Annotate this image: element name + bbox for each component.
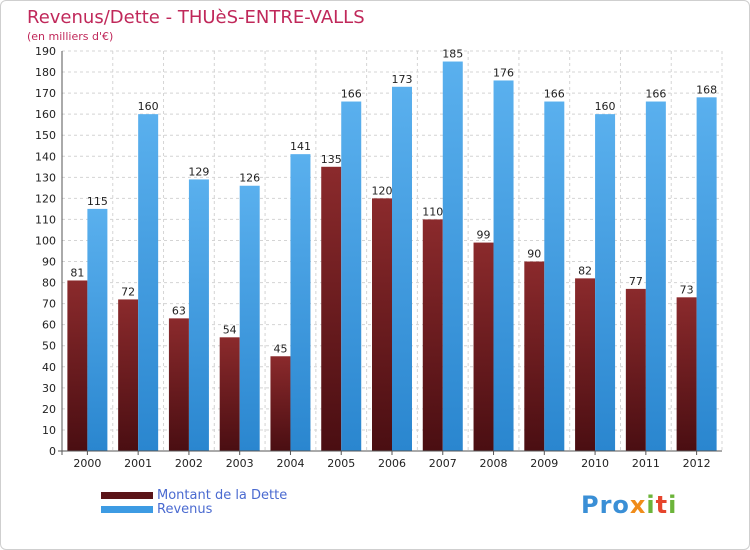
- chart-subtitle: (en milliers d'€): [27, 30, 114, 43]
- data-label-revenus-2011: 166: [645, 88, 666, 101]
- data-label-revenus-2004: 141: [290, 140, 311, 153]
- x-tick-label-2009: 2009: [530, 457, 558, 470]
- y-tick-label-70: 70: [42, 298, 56, 311]
- legend-label-revenus: Revenus: [157, 501, 213, 517]
- y-tick-label-40: 40: [42, 361, 56, 374]
- y-tick-label-110: 110: [35, 213, 56, 226]
- data-label-revenus-2006: 173: [392, 73, 413, 86]
- bar-revenus-2003: [239, 185, 260, 451]
- y-tick-label-0: 0: [49, 445, 56, 458]
- x-tick-label-2004: 2004: [276, 457, 304, 470]
- bar-dette-2007: [422, 219, 443, 451]
- legend-label-dette: Montant de la Dette: [157, 487, 288, 503]
- data-label-revenus-2005: 166: [341, 88, 362, 101]
- y-tick-label-10: 10: [42, 424, 56, 437]
- bar-revenus-2006: [392, 86, 412, 451]
- bar-dette-2004: [270, 356, 291, 451]
- x-tick-label-2000: 2000: [73, 457, 101, 470]
- bar-dette-2000: [67, 280, 88, 451]
- x-tick-label-2006: 2006: [378, 457, 406, 470]
- bar-dette-2008: [473, 242, 494, 451]
- x-tick-label-2008: 2008: [480, 457, 508, 470]
- data-label-revenus-2001: 160: [138, 100, 159, 113]
- data-label-revenus-2000: 115: [87, 195, 108, 208]
- y-tick-label-150: 150: [35, 129, 56, 142]
- bar-dette-2009: [524, 261, 545, 451]
- y-tick-label-180: 180: [35, 66, 56, 79]
- bar-dette-2011: [625, 288, 646, 451]
- x-tick-label-2010: 2010: [581, 457, 609, 470]
- bar-dette-2002: [168, 318, 189, 451]
- legend-swatch-revenus: [101, 505, 153, 513]
- bar-revenus-2001: [138, 114, 159, 451]
- data-label-dette-2005: 135: [321, 153, 342, 166]
- x-tick-label-2001: 2001: [124, 457, 152, 470]
- data-label-revenus-2010: 160: [595, 100, 616, 113]
- data-label-dette-2010: 82: [578, 264, 592, 277]
- bar-revenus-2008: [493, 80, 514, 451]
- data-label-dette-2001: 72: [121, 285, 135, 298]
- bar-revenus-2007: [442, 61, 463, 452]
- data-label-dette-2002: 63: [172, 304, 186, 317]
- data-label-revenus-2012: 168: [696, 83, 717, 96]
- x-tick-label-2012: 2012: [683, 457, 711, 470]
- y-tick-label-20: 20: [42, 403, 56, 416]
- x-tick-label-2002: 2002: [175, 457, 203, 470]
- bar-revenus-2002: [188, 179, 209, 451]
- y-tick-label-190: 190: [35, 45, 56, 58]
- x-tick-label-2003: 2003: [226, 457, 254, 470]
- bar-revenus-2000: [87, 208, 108, 451]
- y-tick-label-130: 130: [35, 171, 56, 184]
- y-tick-label-140: 140: [35, 150, 56, 163]
- bar-revenus-2009: [544, 101, 565, 452]
- proxiti-logo: Proxiti: [581, 491, 678, 519]
- bar-revenus-2004: [290, 154, 311, 451]
- data-label-dette-2008: 99: [477, 229, 491, 242]
- y-tick-label-30: 30: [42, 382, 56, 395]
- bar-dette-2010: [575, 278, 596, 451]
- data-label-dette-2003: 54: [223, 323, 237, 336]
- y-tick-label-80: 80: [42, 277, 56, 290]
- data-label-revenus-2007: 185: [442, 48, 463, 61]
- y-tick-label-90: 90: [42, 256, 56, 269]
- bar-dette-2001: [118, 299, 139, 451]
- y-tick-label-60: 60: [42, 319, 56, 332]
- y-tick-label-170: 170: [35, 87, 56, 100]
- chart-title: Revenus/Dette - THUèS-ENTRE-VALLS: [27, 7, 365, 28]
- y-tick-label-50: 50: [42, 340, 56, 353]
- data-label-dette-2012: 73: [680, 283, 694, 296]
- data-label-dette-2000: 81: [70, 266, 84, 279]
- bar-revenus-2011: [645, 101, 666, 452]
- data-label-dette-2011: 77: [629, 275, 643, 288]
- legend-item-dette: Montant de la Dette: [101, 487, 288, 503]
- bar-dette-2005: [321, 166, 342, 451]
- bar-revenus-2005: [341, 101, 362, 452]
- data-label-dette-2009: 90: [527, 248, 541, 261]
- bar-revenus-2012: [696, 97, 717, 451]
- x-tick-label-2007: 2007: [429, 457, 457, 470]
- data-label-revenus-2008: 176: [493, 66, 514, 79]
- bar-dette-2012: [676, 297, 697, 451]
- bar-dette-2006: [372, 198, 392, 451]
- data-label-dette-2004: 45: [273, 342, 287, 355]
- x-tick-label-2005: 2005: [327, 457, 355, 470]
- y-tick-label-120: 120: [35, 192, 56, 205]
- y-tick-label-160: 160: [35, 108, 56, 121]
- data-label-dette-2006: 120: [372, 184, 393, 197]
- data-label-dette-2007: 110: [422, 205, 443, 218]
- bar-revenus-2010: [595, 114, 616, 451]
- data-label-revenus-2009: 166: [544, 88, 565, 101]
- y-tick-label-100: 100: [35, 234, 56, 247]
- bar-dette-2003: [219, 337, 240, 451]
- x-tick-label-2011: 2011: [632, 457, 660, 470]
- legend-item-revenus: Revenus: [101, 501, 213, 517]
- data-label-revenus-2003: 126: [239, 172, 260, 185]
- legend-swatch-dette: [101, 491, 153, 499]
- data-label-revenus-2002: 129: [188, 165, 209, 178]
